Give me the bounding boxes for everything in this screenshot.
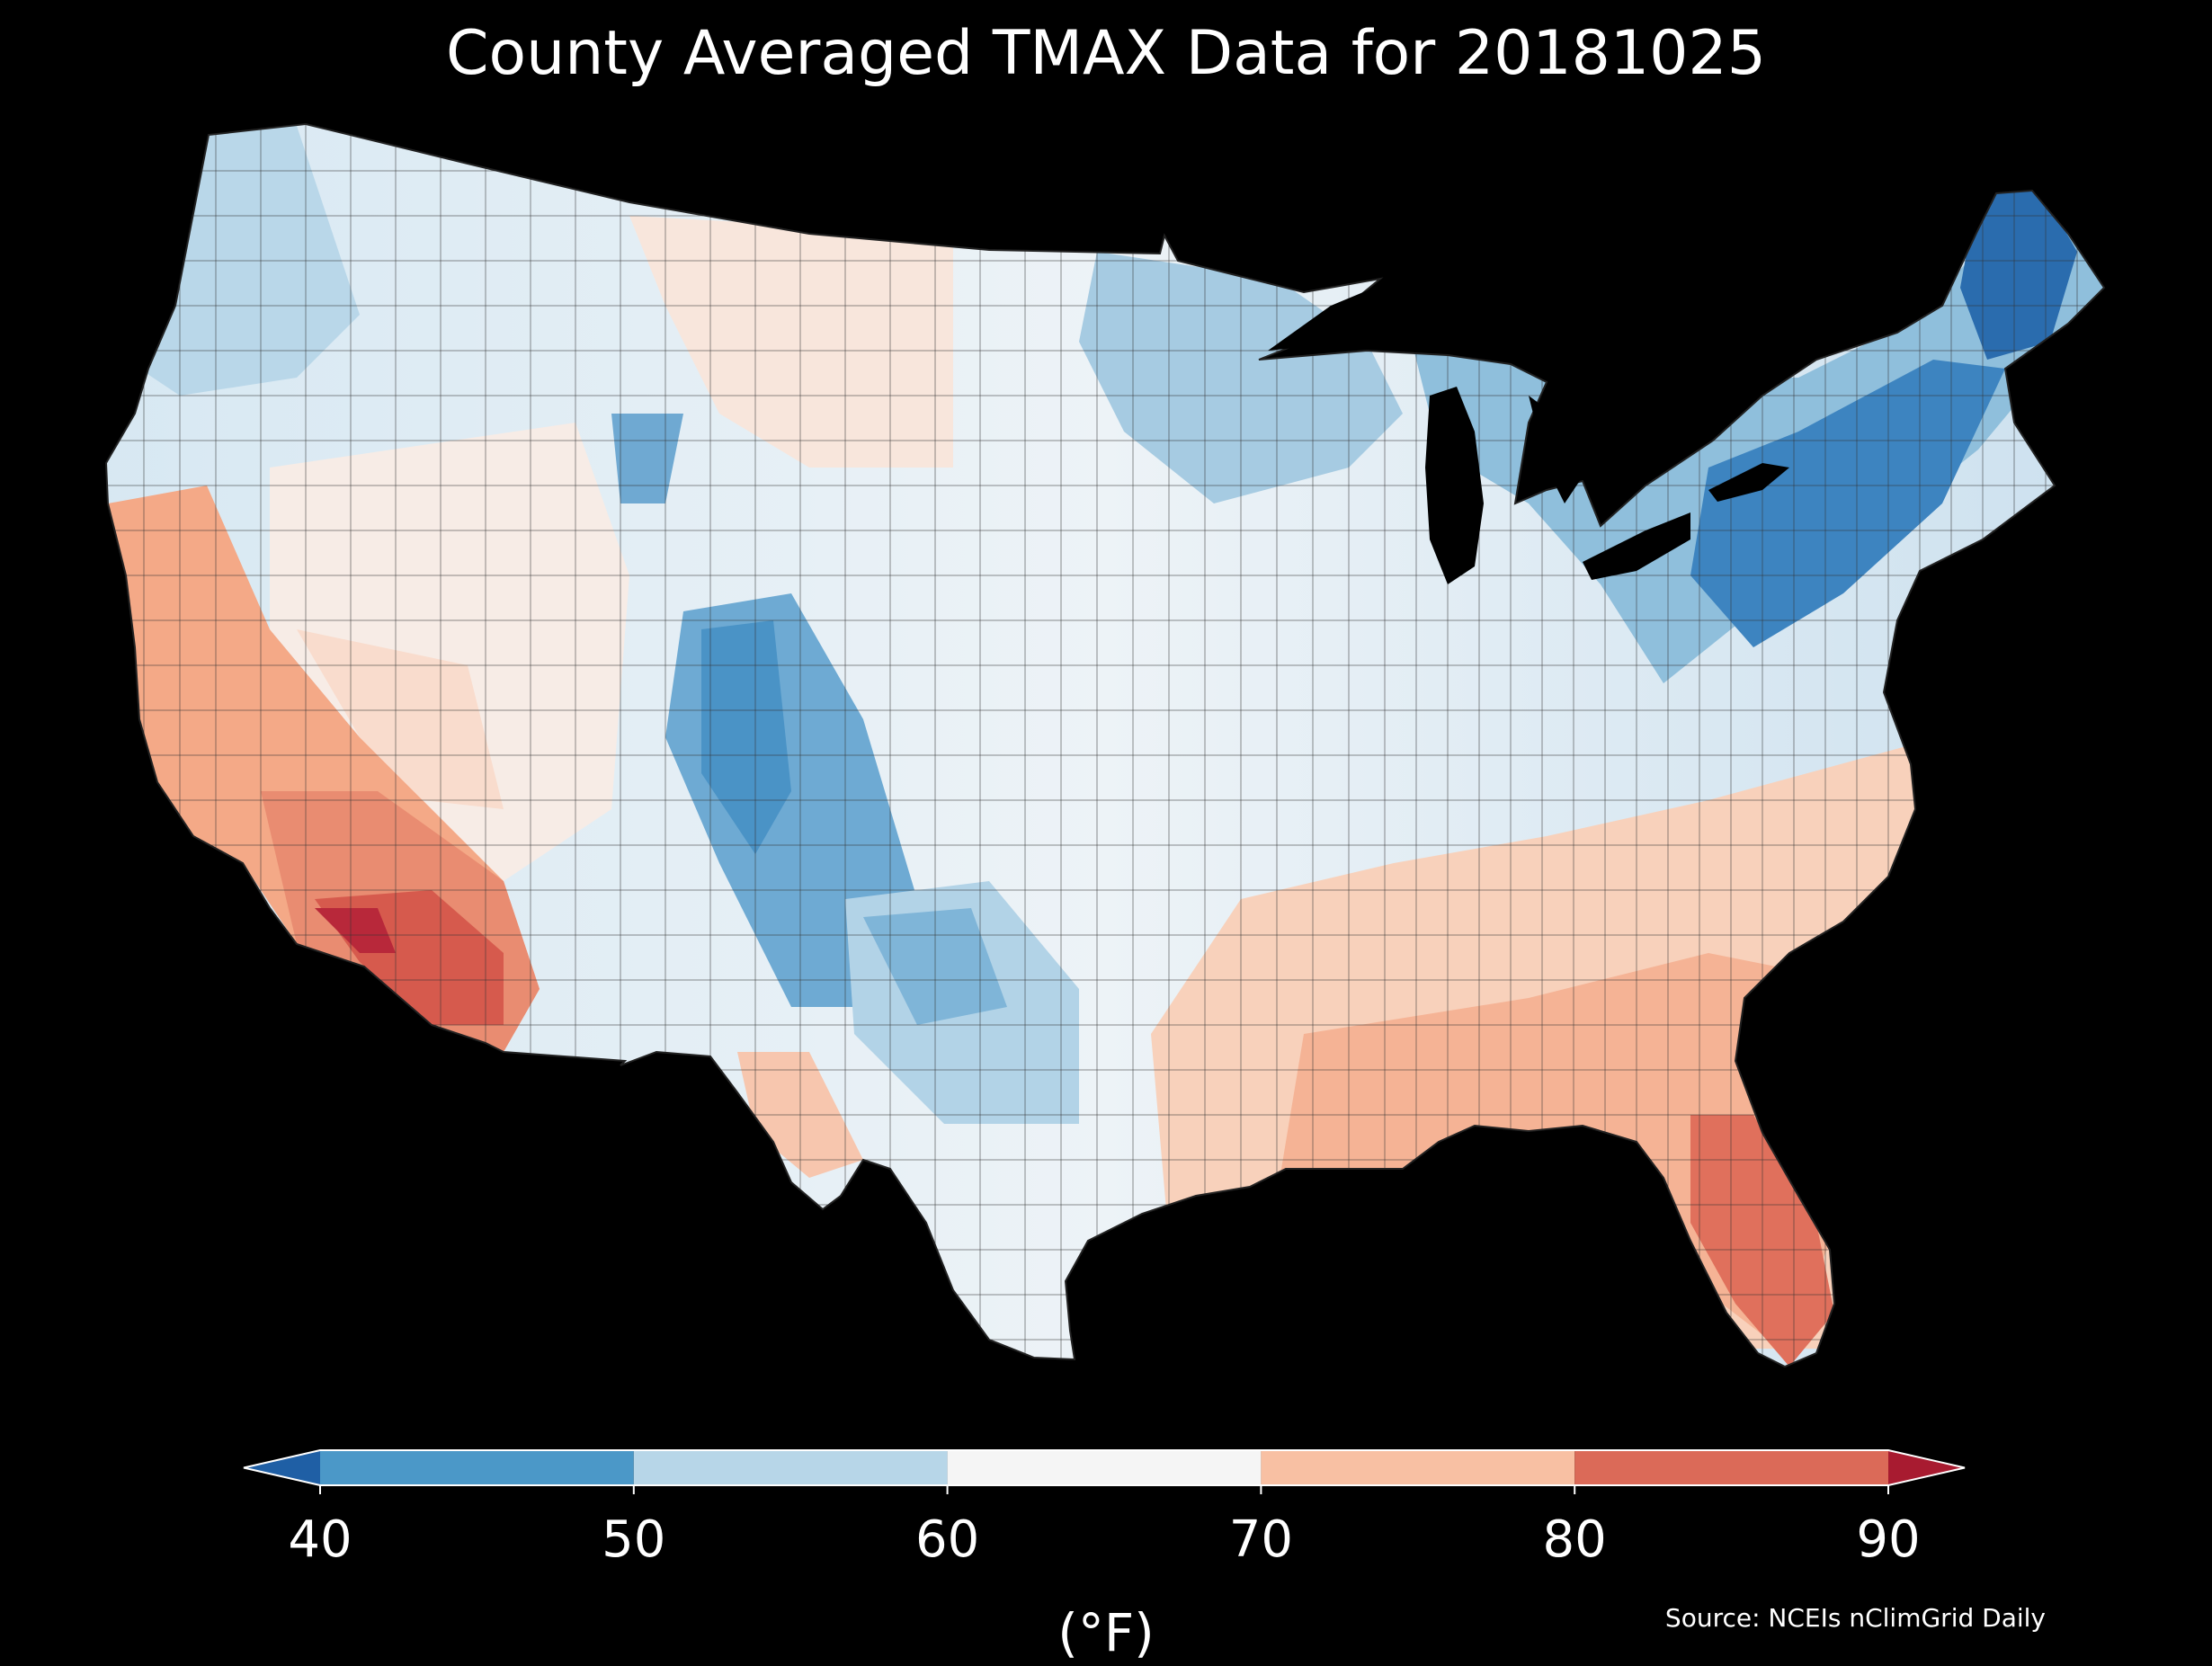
source-credit: Source: NCEIs nClimGrid Daily (1664, 1603, 2046, 1633)
colorbar-bin-2 (947, 1450, 1262, 1485)
map-title: County Averaged TMAX Data for 20181025 (446, 18, 1766, 89)
colorbar-tick-label: 60 (914, 1510, 980, 1569)
colorbar-bin-1 (633, 1450, 948, 1485)
colorbar-tick-label: 90 (1856, 1510, 1921, 1569)
colorbar-tick-label: 40 (288, 1510, 352, 1569)
colorbar-bin-4 (1574, 1450, 1888, 1485)
colorbar-bin-3 (1261, 1450, 1575, 1485)
colorbar-bin-0 (320, 1450, 634, 1485)
great-lakes (1268, 283, 1789, 584)
colorbar-tick-label: 70 (1228, 1510, 1294, 1569)
colorbar-tick-label: 50 (602, 1510, 666, 1569)
us-county-tmax-map (104, 122, 2106, 1368)
colorbar-tick-label: 80 (1542, 1510, 1607, 1569)
colorbar-extend-low (244, 1450, 320, 1485)
colorbar-extend-high (1888, 1450, 1965, 1485)
colorbar-units-label: (°F) (1057, 1602, 1155, 1663)
